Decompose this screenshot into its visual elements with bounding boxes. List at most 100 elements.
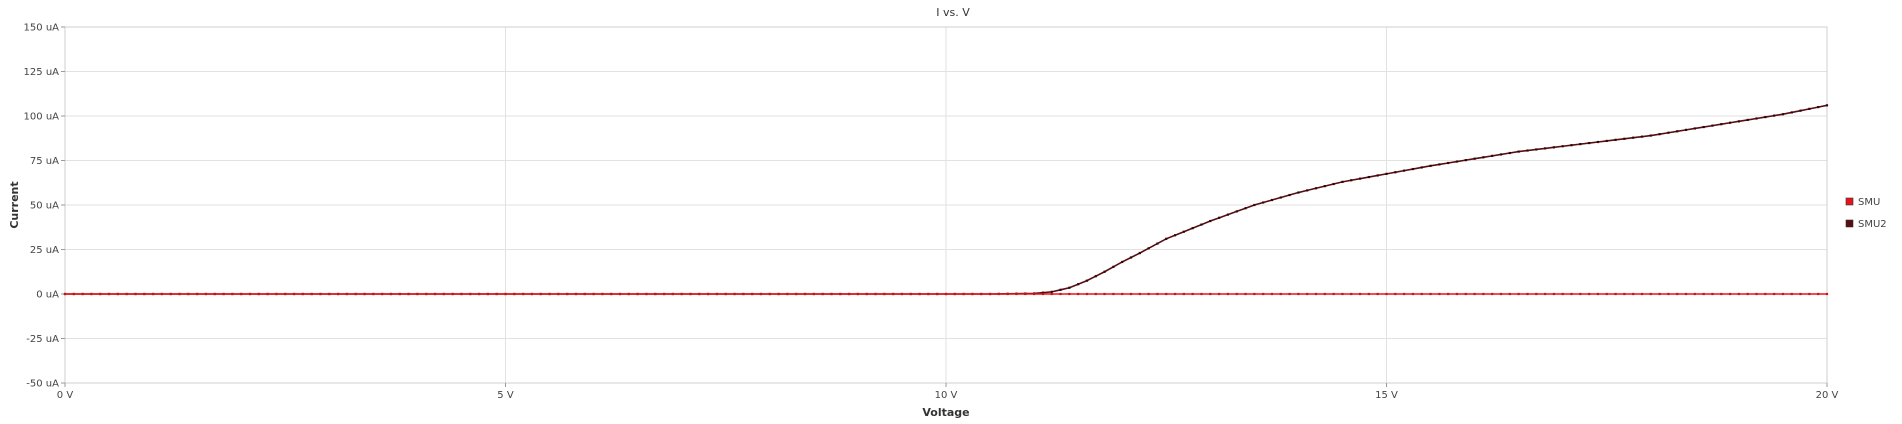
data-point xyxy=(698,292,701,296)
data-point xyxy=(1385,292,1388,296)
data-point xyxy=(107,292,111,296)
data-point xyxy=(1764,292,1767,296)
data-point xyxy=(1684,128,1688,131)
data-point xyxy=(1508,151,1511,155)
data-point xyxy=(1323,292,1326,296)
y-tick-label: 125 uA xyxy=(24,67,60,78)
data-point xyxy=(1499,153,1503,156)
data-point xyxy=(1614,292,1617,296)
data-point xyxy=(345,292,349,296)
data-point xyxy=(1420,292,1423,296)
data-point xyxy=(1491,154,1494,157)
legend-swatch xyxy=(1845,197,1854,206)
data-point xyxy=(812,292,815,296)
data-point xyxy=(1720,123,1723,126)
data-point xyxy=(1367,175,1370,179)
data-point xyxy=(275,292,278,296)
data-point xyxy=(1455,292,1459,296)
data-point xyxy=(936,292,939,296)
data-point xyxy=(1165,292,1168,296)
data-point xyxy=(610,292,613,296)
data-point xyxy=(1314,292,1318,296)
data-point xyxy=(169,292,172,296)
data-point xyxy=(1050,290,1053,293)
data-point xyxy=(1094,275,1097,278)
data-point xyxy=(1121,292,1124,296)
data-point xyxy=(1746,292,1749,296)
data-point xyxy=(319,292,322,296)
legend-item-smu2: SMU2 xyxy=(1845,219,1887,230)
data-point xyxy=(116,292,119,296)
data-point xyxy=(1755,292,1758,296)
data-point xyxy=(1473,157,1476,160)
data-point xyxy=(1623,137,1626,140)
data-point xyxy=(266,292,269,296)
y-axis-label: Current xyxy=(8,181,21,228)
data-point xyxy=(1270,292,1274,296)
data-point xyxy=(337,292,340,296)
data-point xyxy=(1403,292,1406,296)
data-point xyxy=(1077,283,1080,286)
data-point xyxy=(1799,109,1802,112)
data-point xyxy=(1552,146,1555,149)
data-point xyxy=(1561,145,1564,148)
data-point xyxy=(997,292,1000,296)
data-point xyxy=(1632,292,1635,296)
data-point xyxy=(222,292,225,296)
data-point xyxy=(1077,292,1080,296)
data-point xyxy=(1182,230,1185,233)
data-point xyxy=(751,292,754,296)
data-point xyxy=(1068,286,1071,289)
data-point xyxy=(1191,227,1194,230)
data-point xyxy=(1790,292,1793,296)
data-point xyxy=(1138,292,1141,296)
data-point xyxy=(883,292,886,296)
data-point xyxy=(1658,133,1661,136)
x-tick-label: 10 V xyxy=(935,390,958,401)
data-point xyxy=(1085,279,1089,282)
data-point xyxy=(1817,292,1820,296)
data-point xyxy=(1385,172,1388,175)
data-point xyxy=(1200,292,1203,296)
data-point xyxy=(1376,174,1379,177)
data-point xyxy=(1218,292,1221,296)
data-point xyxy=(1200,223,1203,226)
y-tick-label: 25 uA xyxy=(30,245,59,256)
data-point xyxy=(671,292,674,296)
data-point xyxy=(1033,292,1036,296)
data-point xyxy=(1482,156,1485,159)
data-point xyxy=(1411,167,1415,171)
data-point xyxy=(1773,292,1776,296)
data-point xyxy=(1482,292,1485,296)
x-axis-ticks: 0 V 5 V 10 V 15 V 20 V xyxy=(57,383,1839,401)
data-point xyxy=(196,292,199,296)
data-point xyxy=(856,292,859,296)
data-point xyxy=(645,292,648,296)
data-point xyxy=(1799,292,1802,296)
legend-item-smu: SMU xyxy=(1845,197,1880,208)
data-point xyxy=(557,292,560,296)
data-point xyxy=(1588,292,1591,296)
data-point xyxy=(1041,291,1045,294)
data-point xyxy=(1394,171,1397,174)
data-point xyxy=(1024,292,1027,296)
data-point xyxy=(1447,292,1450,296)
series-smu xyxy=(63,292,1829,296)
data-point xyxy=(63,292,67,296)
data-point xyxy=(442,292,445,296)
data-point xyxy=(1825,104,1829,107)
data-point xyxy=(1649,292,1652,296)
data-point xyxy=(1420,166,1423,169)
data-point xyxy=(618,292,622,296)
data-point xyxy=(1306,189,1309,192)
data-point xyxy=(1676,130,1679,133)
data-point xyxy=(143,292,146,296)
data-point xyxy=(1790,111,1793,114)
data-point xyxy=(1455,160,1459,163)
x-tick-label: 20 V xyxy=(1816,390,1839,401)
y-tick-label: 150 uA xyxy=(24,23,60,34)
data-point xyxy=(1235,292,1238,296)
data-point xyxy=(733,292,736,296)
data-point xyxy=(1173,292,1177,296)
data-point xyxy=(1535,148,1538,151)
